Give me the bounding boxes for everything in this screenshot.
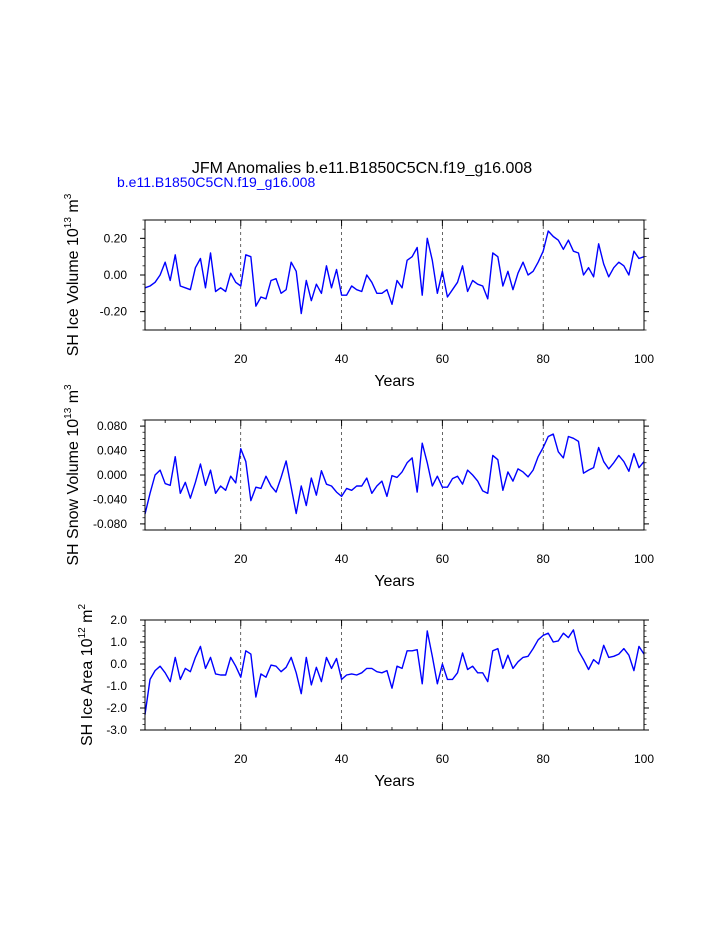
y-tick-label: 0.000 — [97, 468, 127, 482]
y-tick-label: -0.080 — [93, 517, 127, 531]
panel-1: 20 40 60 80 100 -0.20 0.00 0.20 Years SH Ice Volu… — [63, 193, 654, 390]
x-tick-label: 40 — [335, 552, 349, 566]
y-tick-label: -0.20 — [100, 305, 128, 319]
y-tick-label: 0.0 — [110, 657, 127, 671]
y-axis-label-exponent: 12 — [77, 627, 88, 639]
figure-subtitle: b.e11.B1850C5CN.f19_g16.008 — [117, 174, 315, 190]
y-axis-label-text: SH Ice Volume 10 — [65, 228, 82, 356]
y-tick-label: -0.040 — [93, 492, 127, 506]
series-line — [144, 629, 645, 715]
x-axis-label: Years — [374, 773, 414, 790]
y-axis-label: SH Ice Area 1012 m2 — [77, 604, 96, 747]
panel-3: 20 40 60 80 100 -3.0 -2.0 -1.0 0.0 1.0 2.0 Years SH … — [77, 604, 654, 790]
y-tick-label: 0.080 — [97, 419, 127, 433]
y-axis-label-text: SH Ice Area 10 — [79, 638, 96, 746]
x-tick-label: 60 — [436, 552, 450, 566]
x-tick-label: 20 — [234, 752, 248, 766]
y-tick-label: 0.040 — [97, 444, 127, 458]
series-line — [144, 433, 645, 515]
plot-frame — [144, 219, 645, 331]
x-axis-label: Years — [374, 373, 414, 390]
y-tick-label: 1.0 — [110, 635, 127, 649]
x-tick-label: 80 — [537, 552, 551, 566]
panel-2: 20 40 60 80 100 -0.080 -0.040 0.000 0.040 0.080 Ye… — [63, 384, 654, 590]
x-tick-label: 60 — [436, 752, 450, 766]
figure-title: JFM Anomalies b.e11.B1850C5CN.f19_g16.00… — [192, 160, 532, 177]
panels-group: 20 40 60 80 100 -0.20 0.00 0.20 Years SH Ice Volu… — [63, 193, 654, 790]
series-line — [144, 230, 645, 315]
y-tick-label: -2.0 — [106, 701, 127, 715]
y-axis-label: SH Snow Volume 1013 m3 — [63, 384, 82, 566]
x-tick-label: 20 — [234, 552, 248, 566]
y-axis-label-unit: m — [65, 390, 82, 408]
y-axis-label-exponent: 13 — [63, 217, 74, 229]
y-axis-label: SH Ice Volume 1013 m3 — [63, 193, 82, 356]
x-tick-label: 20 — [234, 352, 248, 366]
x-tick-label: 40 — [335, 752, 349, 766]
y-tick-label: 0.00 — [104, 268, 128, 282]
y-tick-label: 2.0 — [110, 613, 127, 627]
x-tick-label: 80 — [537, 752, 551, 766]
y-tick-label: 0.20 — [104, 231, 128, 245]
y-axis-label-exponent: 13 — [63, 407, 74, 419]
x-tick-label: 80 — [537, 352, 551, 366]
y-axis-label-unit-exponent: 3 — [63, 193, 74, 199]
x-tick-label: 100 — [634, 552, 654, 566]
y-axis-label-text: SH Snow Volume 10 — [65, 419, 82, 566]
y-axis-label-unit: m — [79, 610, 96, 628]
x-tick-label: 100 — [634, 752, 654, 766]
y-tick-label: -3.0 — [106, 723, 127, 737]
y-axis-label-unit-exponent: 3 — [63, 384, 74, 390]
y-tick-label: -1.0 — [106, 679, 127, 693]
y-axis-label-unit-exponent: 2 — [77, 604, 88, 610]
x-tick-label: 100 — [634, 352, 654, 366]
y-axis-label-unit: m — [65, 199, 82, 217]
x-axis-label: Years — [374, 573, 414, 590]
x-tick-label: 60 — [436, 352, 450, 366]
x-tick-label: 40 — [335, 352, 349, 366]
